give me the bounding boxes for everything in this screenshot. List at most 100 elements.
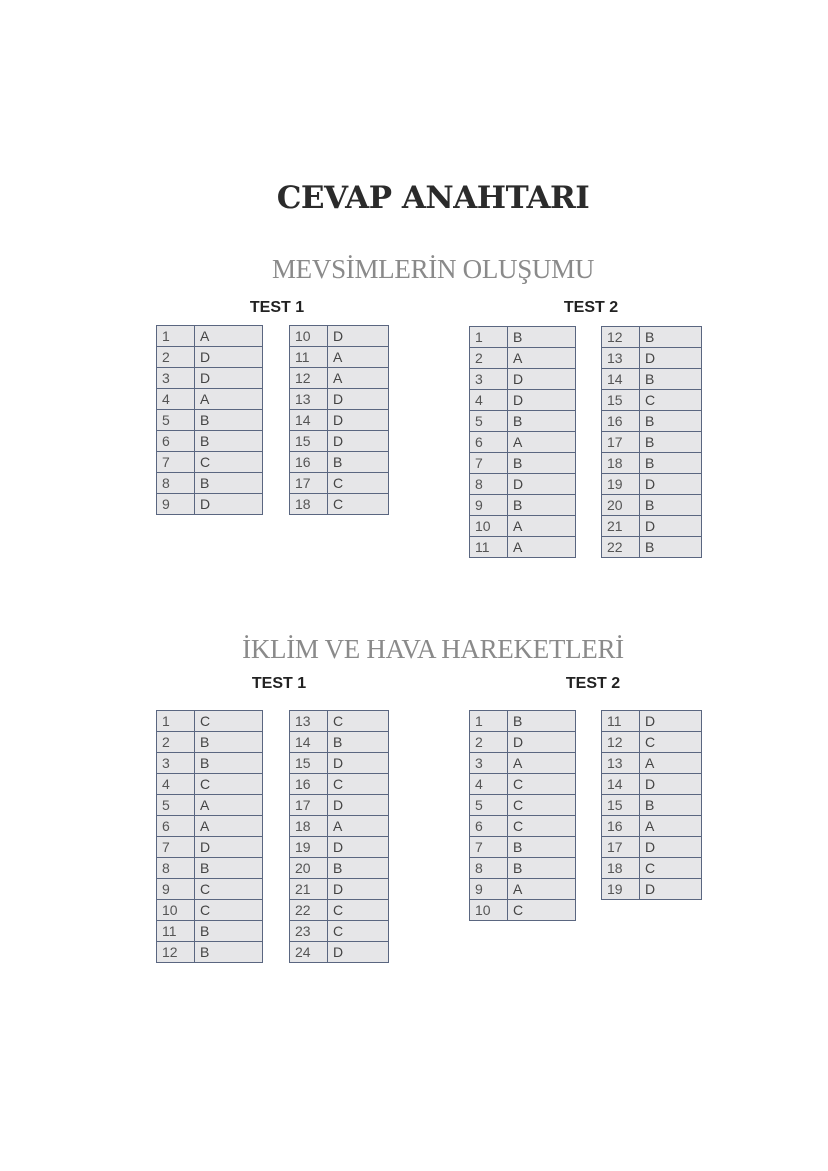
section-heading: İKLİM VE HAVA HAREKETLERİ <box>242 634 624 664</box>
answer-letter: A <box>200 797 210 813</box>
question-number: 10 <box>470 900 508 920</box>
answer-letter: A <box>200 818 210 834</box>
answer-letter: D <box>333 412 344 428</box>
answer-letter: D <box>333 944 344 960</box>
answer-letter: B <box>200 433 210 449</box>
table-row: 14 B <box>290 732 388 753</box>
question-number: 8 <box>157 858 195 878</box>
table-row: 11 D <box>602 711 701 732</box>
table-row: 10 D <box>290 326 388 347</box>
question-number: 10 <box>470 516 508 536</box>
table-row: 19 D <box>290 837 388 858</box>
question-number: 7 <box>470 837 508 857</box>
answer-table: 11 D 12 C 13 A 14 D 15 B 16 A 17 D 18 C 19 D <box>601 710 702 900</box>
test-label: TEST 1 <box>251 675 307 692</box>
table-row: 22 B <box>602 537 701 557</box>
question-number: 6 <box>470 432 508 452</box>
table-row: 11 A <box>470 537 575 557</box>
question-number: 22 <box>602 537 640 557</box>
answer-letter: D <box>645 713 656 729</box>
answer-letter: D <box>645 476 656 492</box>
question-number: 17 <box>290 795 328 815</box>
answer-letter: C <box>333 475 344 491</box>
answer-letter: B <box>200 734 210 750</box>
question-number: 9 <box>470 879 508 899</box>
question-number: 6 <box>470 816 508 836</box>
answer-letter: B <box>513 839 523 855</box>
question-number: 12 <box>290 368 328 388</box>
question-number: 20 <box>602 495 640 515</box>
answer-letter: A <box>333 818 343 834</box>
table-row: 20 B <box>290 858 388 879</box>
table-row: 23 C <box>290 921 388 942</box>
answer-letter: B <box>645 797 655 813</box>
answer-letter: A <box>513 881 523 897</box>
table-row: 16 B <box>602 411 701 432</box>
question-number: 8 <box>157 473 195 493</box>
question-number: 15 <box>602 795 640 815</box>
question-number: 17 <box>602 432 640 452</box>
answer-letter: B <box>200 860 210 876</box>
answer-letter: C <box>333 776 344 792</box>
question-number: 4 <box>157 389 195 409</box>
question-number: 14 <box>602 774 640 794</box>
answer-letter: D <box>645 518 656 534</box>
answer-letter: A <box>333 349 343 365</box>
table-row: 18 B <box>602 453 701 474</box>
question-number: 19 <box>602 879 640 899</box>
question-number: 10 <box>157 900 195 920</box>
answer-letter: C <box>333 496 344 512</box>
answer-table: 1 B 2 A 3 D 4 D 5 B 6 A 7 B 8 D 9 B 10 A 11 A <box>469 326 576 558</box>
answer-letter: B <box>200 755 210 771</box>
answer-letter: D <box>513 371 524 387</box>
answer-letter: B <box>513 329 523 345</box>
answer-letter: D <box>333 839 344 855</box>
question-number: 8 <box>470 858 508 878</box>
answer-letter: B <box>645 455 655 471</box>
table-row: 15 C <box>602 390 701 411</box>
answer-letter: D <box>645 776 656 792</box>
question-number: 3 <box>470 753 508 773</box>
answer-letter: C <box>200 881 211 897</box>
table-row: 17 C <box>290 473 388 494</box>
question-number: 16 <box>290 452 328 472</box>
table-row: 16 C <box>290 774 388 795</box>
question-number: 17 <box>602 837 640 857</box>
answer-letter: C <box>645 860 656 876</box>
answer-letter: C <box>200 713 211 729</box>
question-number: 18 <box>290 494 328 514</box>
answer-letter: B <box>513 713 523 729</box>
question-number: 1 <box>157 711 195 731</box>
question-number: 5 <box>470 795 508 815</box>
question-number: 11 <box>157 921 195 941</box>
test-label: TEST 2 <box>563 299 619 316</box>
answer-letter: C <box>200 454 211 470</box>
answer-table: 12 B 13 D 14 B 15 C 16 B 17 B 18 B 19 D 20 B 21 D 22 B <box>601 326 702 558</box>
question-number: 2 <box>157 347 195 367</box>
answer-letter: B <box>645 539 655 555</box>
question-number: 9 <box>157 494 195 514</box>
table-row: 17 B <box>602 432 701 453</box>
question-number: 14 <box>290 732 328 752</box>
page-title: CEVAP ANAHTARI <box>276 180 590 216</box>
table-row: 21 D <box>290 879 388 900</box>
question-number: 3 <box>470 369 508 389</box>
answer-letter: C <box>333 713 344 729</box>
question-number: 3 <box>157 753 195 773</box>
answer-table: 13 C 14 B 15 D 16 C 17 D 18 A 19 D 20 B 21 D 22 C 23 C 24 D <box>289 710 389 963</box>
question-number: 15 <box>290 753 328 773</box>
table-row: 12 C <box>602 732 701 753</box>
